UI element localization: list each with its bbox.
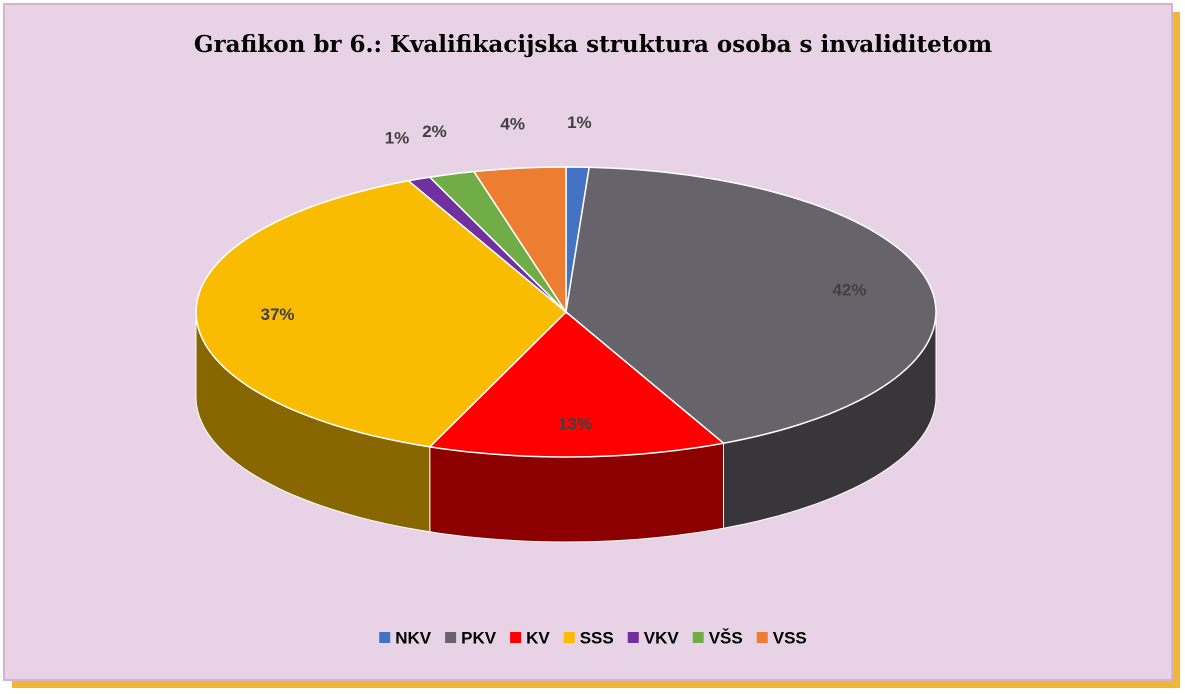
legend-swatch [563,632,575,643]
legend-label: KV [526,628,550,647]
legend-label: VSS [773,628,807,647]
legend-swatch [379,632,391,643]
slice [472,166,567,315]
data-label: 2% [422,122,447,141]
legend-swatch [756,632,768,643]
data-label: 1% [567,113,592,132]
data-label: 42% [832,280,866,299]
data-label: 4% [500,114,525,133]
legend-swatch [627,632,639,643]
data-label: 13% [558,415,592,434]
slice-side [429,442,724,543]
data-label: 1% [385,128,410,147]
legend-swatch [510,632,522,643]
legend-label: PKV [461,628,497,647]
legend-label: VKV [644,628,680,647]
slice [565,166,937,445]
data-label: 37% [261,305,295,324]
legend-label: VŠS [709,628,743,647]
chart-title: Grafikon br 6.: Kvalifikacijska struktur… [194,31,992,58]
legend-label: NKV [395,628,432,647]
slice [428,310,726,458]
slice [195,179,568,448]
legend-label: SSS [580,628,614,647]
legend-swatch [445,632,457,643]
legend-swatch [692,632,704,643]
